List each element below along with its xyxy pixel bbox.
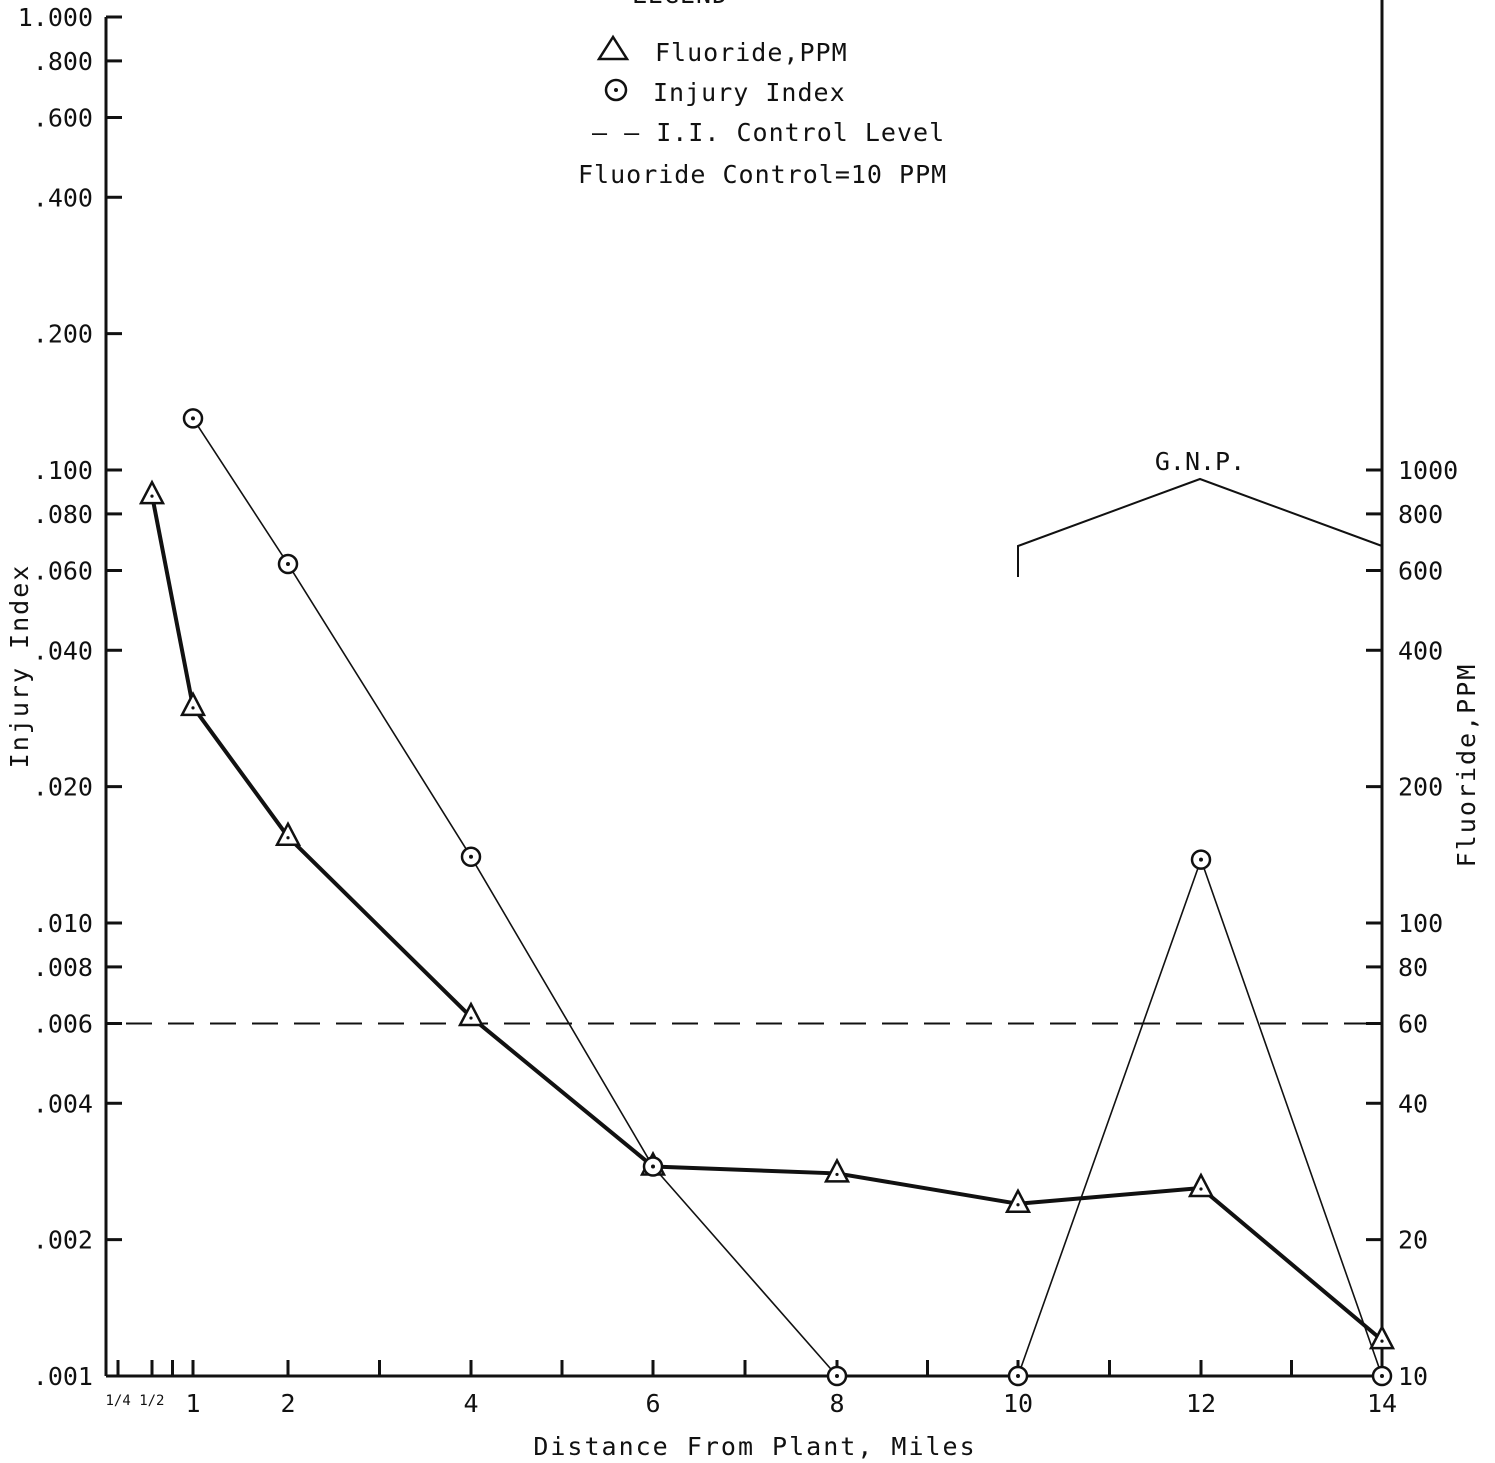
left-tick-label: .100 bbox=[33, 456, 93, 485]
fluoride-point bbox=[1368, 1324, 1396, 1350]
left-tick-label: .040 bbox=[33, 636, 93, 665]
left-tick-label: 1.000 bbox=[18, 3, 93, 32]
right-tick-label: 600 bbox=[1398, 556, 1443, 585]
injury-point-dot bbox=[1380, 1374, 1384, 1378]
left-tick-label: .006 bbox=[33, 1009, 93, 1038]
legend-fluoride-control-label: Fluoride Control=10 PPM bbox=[578, 160, 947, 189]
right-tick-label: 1000 bbox=[1398, 456, 1458, 485]
fluoride-point-dot bbox=[1016, 1203, 1020, 1207]
injury-point-dot bbox=[1199, 857, 1203, 862]
left-tick-label: .600 bbox=[33, 103, 93, 132]
legend-fluoride-label: Fluoride,PPM bbox=[655, 38, 848, 67]
fluoride-point-dot bbox=[191, 706, 195, 710]
fluoride-point-dot bbox=[150, 494, 154, 498]
right-tick-label: 400 bbox=[1398, 636, 1443, 665]
left-tick-label: .020 bbox=[33, 773, 93, 802]
x-axis-title: Distance From Plant, Miles bbox=[533, 1432, 976, 1461]
fluoride-point bbox=[1004, 1188, 1032, 1214]
injury-point-dot bbox=[191, 416, 195, 421]
legend-title: LEGEND bbox=[632, 0, 728, 9]
legend-injury-label: Injury Index bbox=[653, 78, 846, 107]
gnp-label: G.N.P. bbox=[1155, 447, 1245, 476]
fluoride-point bbox=[274, 821, 302, 847]
right-tick-label: 40 bbox=[1398, 1089, 1428, 1118]
fluoride-point-dot bbox=[1380, 1339, 1384, 1343]
x-tick-label: 1/4 1/2 bbox=[105, 1393, 164, 1409]
left-tick-label: .060 bbox=[33, 556, 93, 585]
left-tick-label: .010 bbox=[33, 909, 93, 938]
right-tick-label: 80 bbox=[1398, 953, 1428, 982]
left-tick-label: .400 bbox=[33, 183, 93, 212]
right-axis-title: Fluoride,PPM bbox=[1452, 663, 1481, 868]
x-tick-label: 14 bbox=[1367, 1389, 1397, 1418]
legend: LEGEND Fluoride,PPM Injury Index — — I.I… bbox=[578, 0, 947, 189]
x-tick-label: 10 bbox=[1003, 1389, 1033, 1418]
x-tick-label: 1 bbox=[185, 1389, 200, 1418]
x-tick-label: 2 bbox=[280, 1389, 295, 1418]
left-tick-label: .001 bbox=[33, 1362, 93, 1391]
legend-control-label: — — I.I. Control Level bbox=[592, 118, 945, 147]
fluoride-series-line bbox=[150, 494, 1384, 1342]
x-tick-label: 12 bbox=[1186, 1389, 1216, 1418]
injury-series-line bbox=[192, 417, 1383, 1377]
legend-triangle-icon bbox=[596, 34, 630, 61]
fluoride-point-dot bbox=[1199, 1187, 1203, 1191]
right-tick-label: 10 bbox=[1398, 1362, 1428, 1391]
fluoride-point-dot bbox=[286, 836, 290, 840]
injury-point-dot bbox=[1016, 1374, 1020, 1378]
fluoride-point bbox=[138, 479, 166, 505]
injury-point-dot bbox=[469, 854, 473, 859]
injury-point-dot bbox=[286, 562, 290, 567]
left-tick-label: .002 bbox=[33, 1226, 93, 1255]
injury-point-dot bbox=[835, 1374, 839, 1378]
right-tick-label: 100 bbox=[1398, 909, 1443, 938]
fluoride-point-dot bbox=[469, 1016, 473, 1020]
left-tick-label: .004 bbox=[33, 1089, 93, 1118]
right-tick-label: 200 bbox=[1398, 773, 1443, 802]
x-tick-label: 4 bbox=[463, 1389, 478, 1418]
legend-circle-icon bbox=[604, 78, 628, 102]
gnp-bracket bbox=[1017, 477, 1383, 577]
right-tick-label: 20 bbox=[1398, 1226, 1428, 1255]
left-tick-label: .200 bbox=[33, 320, 93, 349]
fluoride-point bbox=[823, 1157, 851, 1183]
fluoride-point bbox=[179, 691, 207, 717]
x-tick-label: 6 bbox=[645, 1389, 660, 1418]
fluoride-point bbox=[1187, 1172, 1215, 1198]
right-tick-label: 800 bbox=[1398, 500, 1443, 529]
left-tick-label: .080 bbox=[33, 500, 93, 529]
left-axis-title: Injury Index bbox=[5, 564, 34, 769]
fluoride-point bbox=[457, 1001, 485, 1027]
injury-point-dot bbox=[651, 1164, 655, 1169]
left-tick-label: .800 bbox=[33, 47, 93, 76]
right-tick-label: 60 bbox=[1398, 1009, 1428, 1038]
x-tick-label: 8 bbox=[829, 1389, 844, 1418]
left-tick-label: .008 bbox=[33, 953, 93, 982]
fluoride-point-dot bbox=[835, 1172, 839, 1177]
